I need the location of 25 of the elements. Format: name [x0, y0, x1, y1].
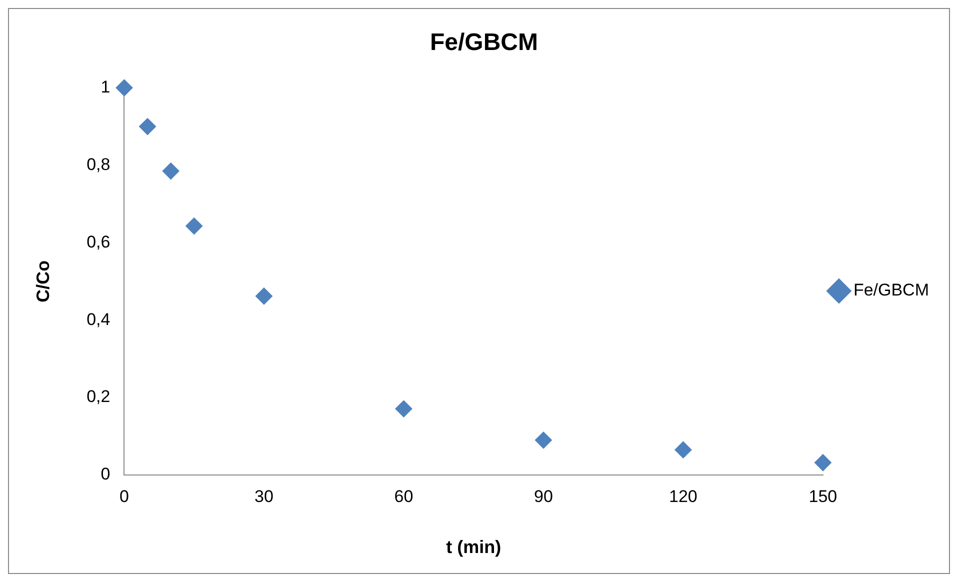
- y-axis-title: C/Co: [32, 260, 53, 302]
- point: [186, 218, 203, 235]
- legend-label: Fe/GBCM: [853, 280, 929, 300]
- x-tick-label: 90: [534, 486, 553, 506]
- x-axis-title: t (min): [446, 537, 502, 558]
- chart-title: Fe/GBCM: [430, 29, 538, 56]
- y-tick-label: 1: [100, 77, 110, 96]
- point: [162, 162, 180, 180]
- y-tick-label: 0,4: [86, 310, 110, 329]
- y-tick-label: 0,6: [86, 232, 110, 252]
- y-tick-label: 0,2: [86, 387, 110, 406]
- y-tick-label: 0,8: [86, 154, 110, 174]
- x-tick-label: 150: [808, 486, 838, 506]
- point: [395, 400, 412, 418]
- point: [116, 79, 133, 96]
- x-tick-label: 0: [120, 486, 129, 506]
- x-tick-label: 30: [254, 486, 274, 506]
- point: [534, 432, 552, 449]
- point: [674, 441, 692, 458]
- x-tick-label: 120: [669, 486, 698, 506]
- x-tick-label: 60: [394, 486, 414, 506]
- y-tick-label: 0: [100, 464, 110, 484]
- point: [814, 454, 832, 472]
- point: [255, 288, 272, 305]
- point: [139, 118, 156, 136]
